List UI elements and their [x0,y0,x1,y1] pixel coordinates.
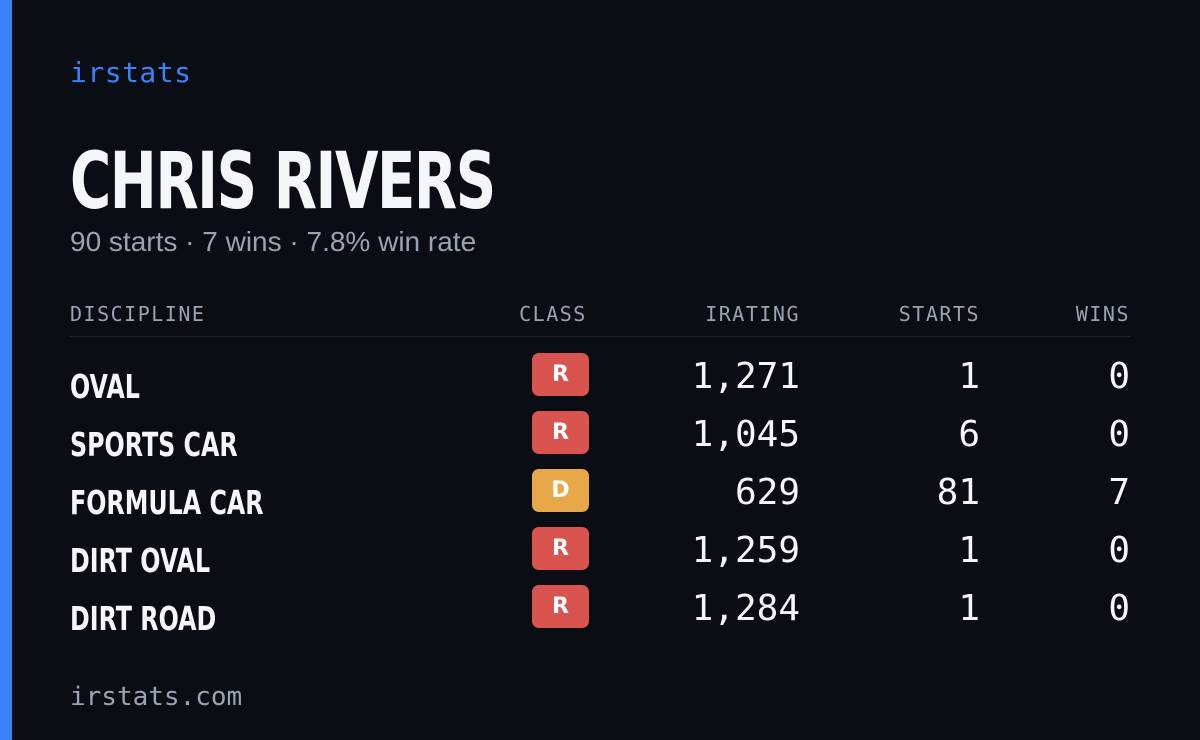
irating-value: 1,259 [691,530,800,571]
starts-value: 1 [958,530,980,571]
driver-name: CHRIS RIVERS [70,137,496,227]
class-badge: R [532,585,589,628]
starts-value: 81 [936,472,980,513]
discipline-label: DIRT ROAD [70,599,217,638]
wins-value: 7 [1108,472,1130,513]
discipline-label: OVAL [70,367,140,406]
class-badge: R [532,411,589,454]
header-starts: STARTS [898,302,980,326]
class-badge: D [532,469,589,512]
driver-summary: 90 starts · 7 wins · 7.8% win rate [70,226,477,257]
table-row: SPORTS CAR R 1,045 6 0 [70,411,1130,469]
table-row: OVAL R 1,271 1 0 [70,353,1130,411]
table-body: OVAL R 1,271 1 0 SPORTS CAR R 1,045 6 0 … [70,353,1130,643]
irating-value: 1,045 [691,414,800,455]
class-badge: R [532,527,589,570]
wins-value: 0 [1108,530,1130,571]
discipline-label: FORMULA CAR [70,483,264,522]
table-row: DIRT ROAD R 1,284 1 0 [70,585,1130,643]
stats-table: DISCIPLINE CLASS IRATING STARTS WINS OVA… [70,296,1130,643]
brand-logo[interactable]: irstats [70,56,192,89]
accent-bar [0,0,12,740]
header-discipline: DISCIPLINE [70,302,206,326]
class-badge: R [532,353,589,396]
table-row: DIRT OVAL R 1,259 1 0 [70,527,1130,585]
header-class: CLASS [519,302,587,326]
irating-value: 1,271 [691,356,800,397]
irating-value: 629 [734,472,800,513]
header-wins: WINS [1075,302,1130,326]
wins-value: 0 [1108,356,1130,397]
starts-value: 6 [958,414,980,455]
table-header: DISCIPLINE CLASS IRATING STARTS WINS [70,296,1130,337]
starts-value: 1 [958,356,980,397]
wins-value: 0 [1108,588,1130,629]
discipline-label: DIRT OVAL [70,541,211,580]
starts-value: 1 [958,588,980,629]
footer-url-link[interactable]: irstats.com [70,682,243,712]
table-row: FORMULA CAR D 629 81 7 [70,469,1130,527]
wins-value: 0 [1108,414,1130,455]
header-irating: IRATING [705,302,800,326]
discipline-label: SPORTS CAR [70,425,238,464]
irating-value: 1,284 [691,588,800,629]
